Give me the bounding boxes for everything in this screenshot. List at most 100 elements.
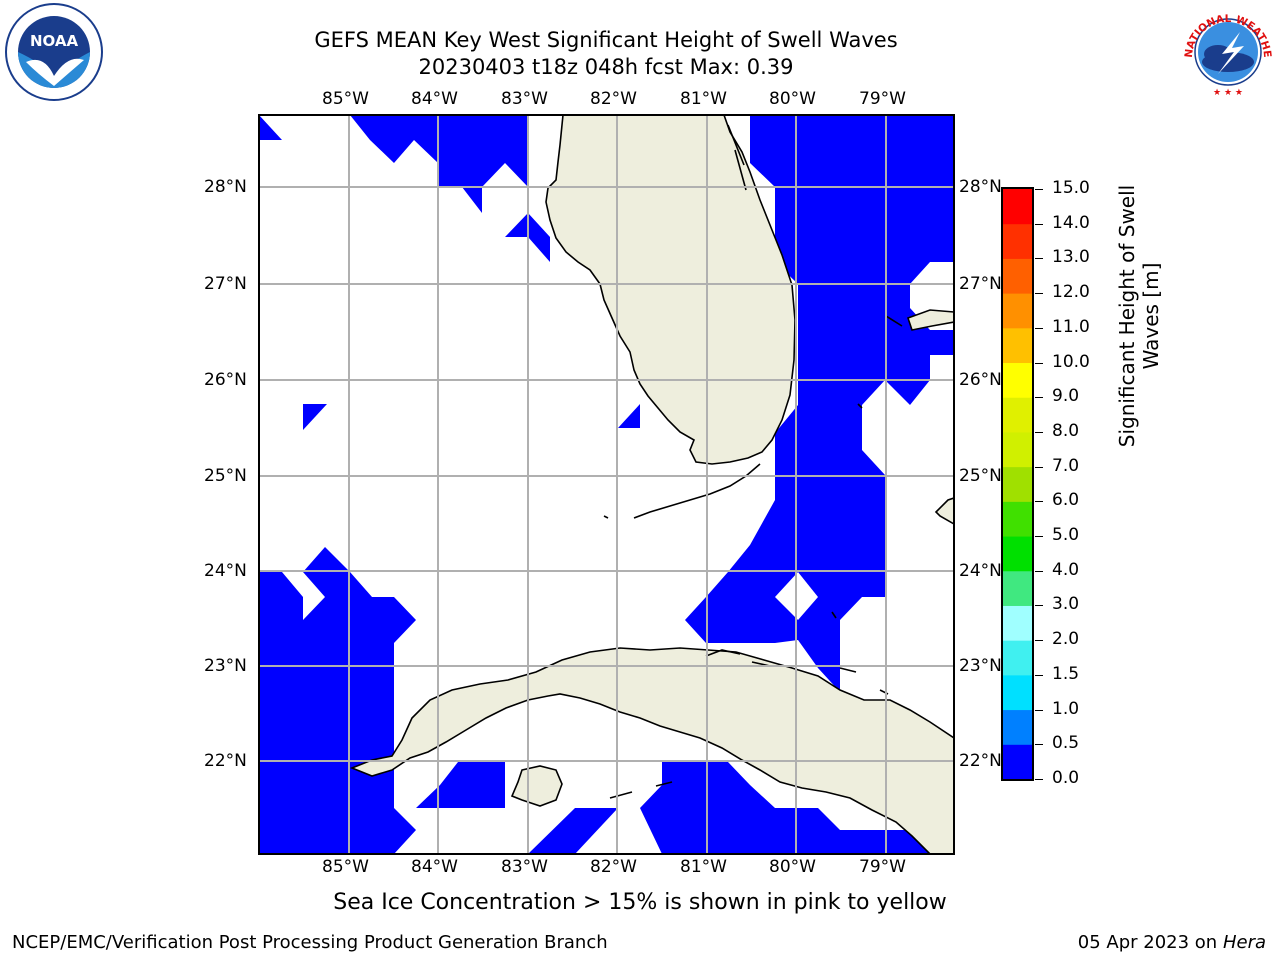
lat-label-left: 25°N	[204, 466, 247, 486]
lon-label-top: 81°W	[680, 89, 727, 109]
colorbar-tick-mark	[1035, 605, 1043, 607]
colorbar-tick-label: 11.0	[1052, 316, 1090, 337]
lon-label-bottom: 83°W	[501, 857, 548, 877]
colorbar-tick-mark	[1035, 674, 1043, 676]
swell-patch	[618, 404, 640, 428]
colorbar-band	[1003, 293, 1032, 329]
colorbar-band	[1003, 397, 1032, 433]
swell-patch	[259, 115, 282, 140]
lon-label-bottom: 82°W	[590, 857, 637, 877]
lon-label-top: 80°W	[769, 89, 816, 109]
lon-label-top: 85°W	[322, 89, 369, 109]
colorbar-tick-label: 10.0	[1052, 351, 1090, 372]
colorbar-tick-mark	[1035, 431, 1043, 433]
colorbar-label: Significant Height of Swell Waves [m]	[1115, 184, 1163, 448]
map-frame	[258, 114, 955, 855]
colorbar-tick-mark	[1035, 779, 1043, 780]
swell-patch	[303, 404, 327, 430]
colorbar-band	[1003, 466, 1032, 502]
chart-subtitle: 20230403 t18z 048h fcst Max: 0.39	[418, 55, 794, 79]
colorbar-band	[1003, 744, 1032, 780]
colorbar-tick-mark	[1035, 640, 1043, 642]
colorbar-band	[1003, 605, 1032, 641]
colorbar-tick-label: 1.0	[1052, 698, 1080, 719]
lat-label-right: 23°N	[959, 656, 1002, 676]
gridlines	[259, 115, 954, 854]
colorbar-tick-label: 9.0	[1052, 386, 1080, 407]
colorbar-band	[1003, 189, 1032, 225]
colorbar-band	[1003, 258, 1032, 294]
colorbar-band	[1003, 709, 1032, 745]
noaa-logo: NOAA	[5, 3, 103, 101]
colorbar-tick-mark	[1035, 327, 1043, 329]
svg-text:★ ★ ★: ★ ★ ★	[1213, 88, 1243, 98]
colorbar-tick-mark	[1035, 258, 1043, 260]
colorbar-band	[1003, 431, 1032, 468]
lon-label-bottom: 84°W	[411, 857, 458, 877]
run-date: 05 Apr 2023 on Hera	[1077, 932, 1266, 953]
colorbar-tick-label: 3.0	[1052, 594, 1080, 615]
colorbar-band	[1003, 362, 1032, 398]
colorbar-tick-mark	[1035, 709, 1043, 711]
swell-patch	[259, 547, 416, 854]
lon-label-top: 84°W	[411, 89, 458, 109]
colorbar-band	[1003, 327, 1032, 364]
colorbar-band	[1003, 640, 1032, 676]
colorbar-band	[1003, 674, 1032, 711]
colorbar-tick-mark	[1035, 570, 1043, 572]
colorbar-tick-label: 4.0	[1052, 559, 1080, 580]
colorbar-band	[1003, 536, 1032, 572]
colorbar-tick-label: 0.0	[1052, 768, 1080, 788]
colorbar-tick-label: 2.0	[1052, 629, 1080, 650]
colorbar-tick-mark	[1035, 362, 1043, 364]
lon-label-bottom: 80°W	[769, 857, 816, 877]
land	[349, 115, 954, 854]
bahamas-islet	[934, 497, 954, 525]
colorbar-tick-mark	[1035, 536, 1043, 538]
lat-label-left: 24°N	[204, 561, 247, 581]
lon-label-top: 79°W	[859, 89, 906, 109]
lon-label-bottom: 85°W	[322, 857, 369, 877]
lon-label-bottom: 81°W	[680, 857, 727, 877]
colorbar-tick-label: 15.0	[1052, 178, 1090, 198]
lat-label-right: 24°N	[959, 561, 1002, 581]
colorbar-band	[1003, 223, 1032, 259]
colorbar-tick-label: 14.0	[1052, 212, 1090, 233]
lon-label-top: 83°W	[501, 89, 548, 109]
lat-label-right: 25°N	[959, 466, 1002, 486]
cuba-landmass	[349, 647, 954, 854]
lat-label-right: 27°N	[959, 274, 1002, 294]
svg-text:NOAA: NOAA	[30, 32, 79, 50]
nws-logo: NATIONAL WEATHER SERVICE ★ ★ ★	[1178, 2, 1275, 99]
colorbar-tick-mark	[1035, 293, 1043, 295]
colorbar-tick-label: 13.0	[1052, 247, 1090, 268]
producer-credit: NCEP/EMC/Verification Post Processing Pr…	[12, 932, 608, 953]
lat-label-left: 27°N	[204, 274, 247, 294]
sea-ice-note: Sea Ice Concentration > 15% is shown in …	[333, 890, 947, 915]
colorbar-tick-mark	[1035, 744, 1043, 746]
lat-label-left: 22°N	[204, 751, 247, 771]
isle-of-youth	[510, 765, 563, 807]
colorbar-tick-label: 7.0	[1052, 455, 1080, 476]
lat-label-left: 23°N	[204, 656, 247, 676]
lat-label-right: 28°N	[959, 177, 1002, 197]
colorbar-tick-mark	[1035, 189, 1043, 190]
lat-label-left: 28°N	[204, 177, 247, 197]
swell-patch	[640, 762, 930, 854]
colorbar-tick-label: 1.5	[1052, 663, 1080, 684]
colorbar-frame	[1001, 187, 1034, 781]
lon-label-bottom: 79°W	[859, 857, 906, 877]
colorbar-tick-mark	[1035, 501, 1043, 503]
colorbar-tick-label: 5.0	[1052, 525, 1080, 546]
lat-label-left: 26°N	[204, 370, 247, 390]
colorbar-band	[1003, 570, 1032, 606]
colorbar-tick-label: 12.0	[1052, 282, 1090, 303]
colorbar-tick-label: 8.0	[1052, 420, 1080, 441]
colorbar	[1001, 187, 1034, 781]
colorbar-tick-mark	[1035, 466, 1043, 468]
colorbar-band	[1003, 501, 1032, 537]
florida-landmass	[545, 115, 796, 465]
swell-patch	[505, 213, 550, 262]
lat-label-right: 26°N	[959, 370, 1002, 390]
